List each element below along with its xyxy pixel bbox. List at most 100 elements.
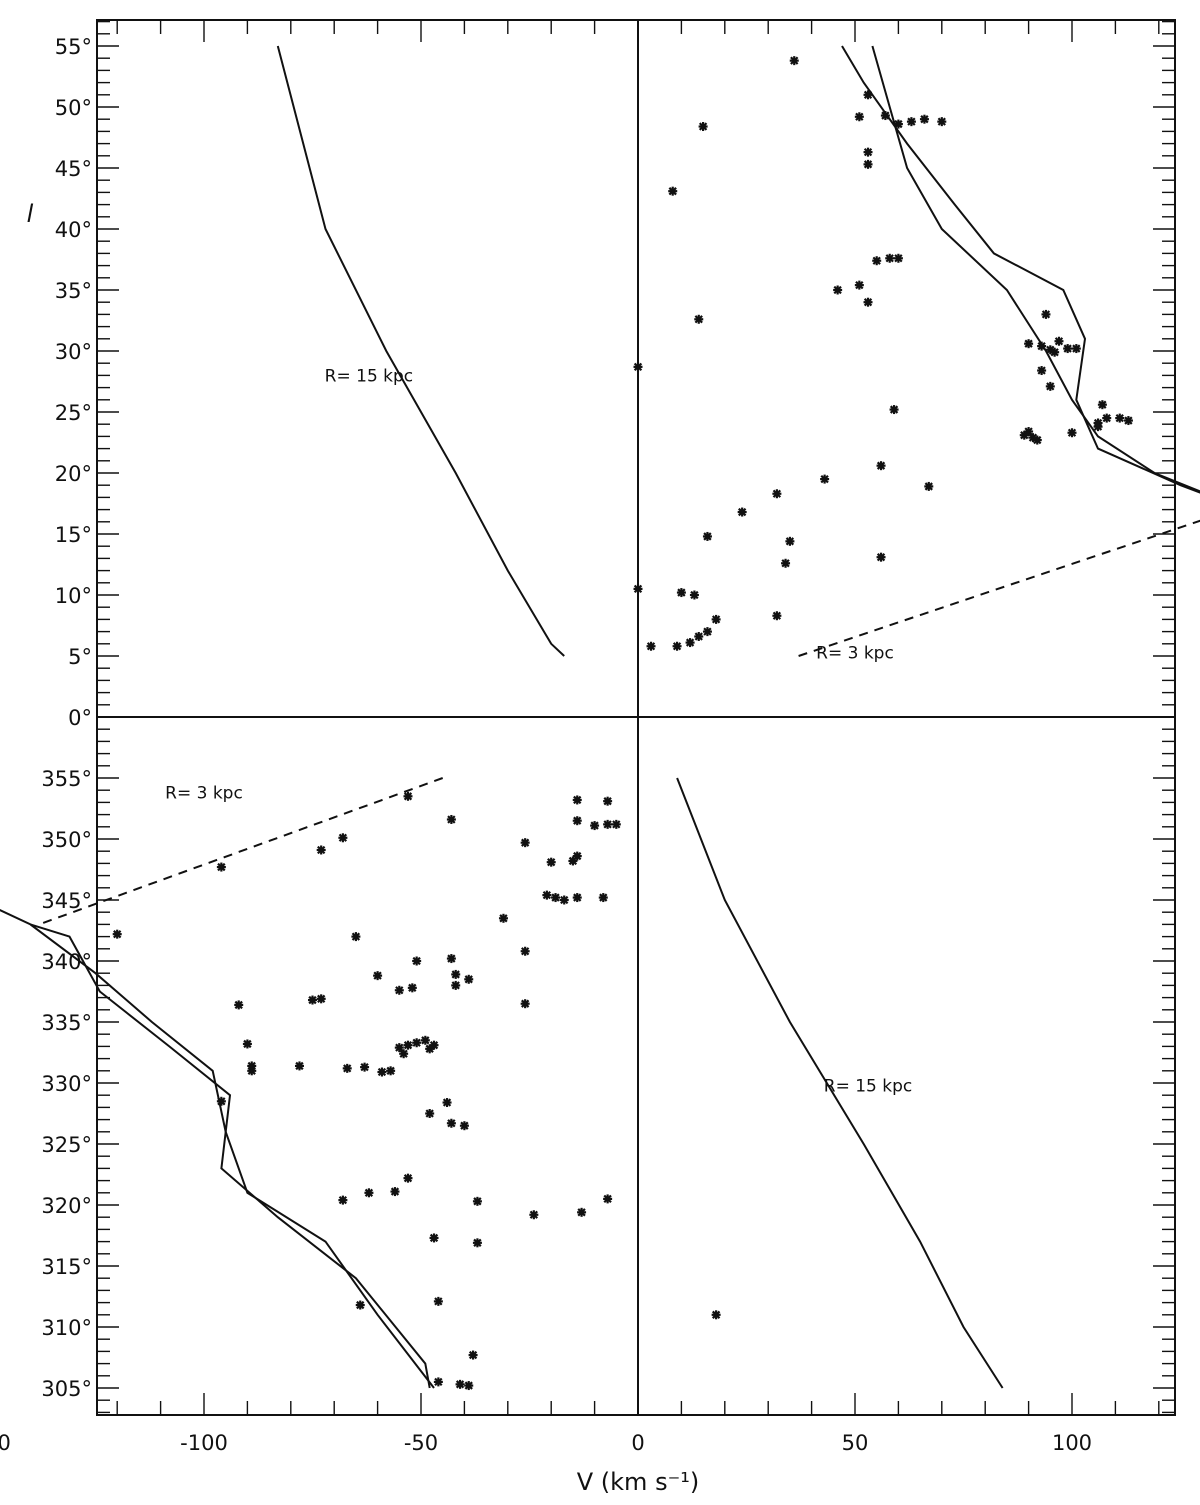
data-point bbox=[377, 1067, 387, 1077]
data-point bbox=[1054, 336, 1064, 346]
data-point bbox=[572, 795, 582, 805]
curve-observed-envelope bbox=[30, 923, 431, 1389]
y-tick-label: 330° bbox=[41, 1072, 92, 1096]
data-point bbox=[711, 614, 721, 624]
data-point bbox=[1037, 366, 1047, 376]
data-point bbox=[464, 1381, 474, 1391]
data-point bbox=[546, 857, 556, 867]
data-point bbox=[603, 819, 613, 829]
x-tick-label: -150 bbox=[0, 1431, 11, 1455]
data-point bbox=[577, 1207, 587, 1217]
y-tick-label: 335° bbox=[41, 1011, 92, 1035]
data-point bbox=[598, 893, 608, 903]
data-point bbox=[1115, 413, 1125, 423]
y-tick-label: 40° bbox=[55, 218, 92, 242]
y-tick-label: 5° bbox=[68, 645, 92, 669]
data-point bbox=[394, 1043, 404, 1053]
data-point bbox=[472, 1238, 482, 1248]
data-point bbox=[316, 994, 326, 1004]
curve-annotation: R= 15 kpc bbox=[325, 367, 413, 387]
data-point bbox=[425, 1044, 435, 1054]
data-point bbox=[112, 929, 122, 939]
data-point bbox=[472, 1196, 482, 1206]
curve-vt bbox=[0, 909, 435, 1389]
data-point bbox=[772, 611, 782, 621]
curve-vt bbox=[871, 45, 1200, 493]
data-point bbox=[689, 590, 699, 600]
data-point bbox=[234, 1000, 244, 1010]
data-point bbox=[451, 969, 461, 979]
data-point bbox=[247, 1066, 257, 1076]
data-point bbox=[876, 461, 886, 471]
data-point bbox=[551, 893, 561, 903]
data-point bbox=[906, 117, 916, 127]
data-point bbox=[1041, 309, 1051, 319]
data-point bbox=[1045, 381, 1055, 391]
data-point bbox=[672, 641, 682, 651]
x-tick-label: 100 bbox=[1052, 1431, 1092, 1455]
data-point bbox=[390, 1187, 400, 1197]
y-tick-label: 350° bbox=[41, 828, 92, 852]
data-point bbox=[919, 114, 929, 124]
data-point bbox=[242, 1039, 252, 1049]
x-tick-labels: -200-150-100-50050100150200 bbox=[0, 1431, 1092, 1455]
data-point bbox=[1037, 341, 1047, 351]
y-tick-label: 45° bbox=[55, 157, 92, 181]
plot-frame bbox=[96, 19, 1176, 1416]
data-point bbox=[863, 159, 873, 169]
data-point bbox=[698, 122, 708, 132]
data-point bbox=[446, 954, 456, 964]
x-tick-label: 50 bbox=[842, 1431, 869, 1455]
y-tick-label: 30° bbox=[55, 340, 92, 364]
data-point bbox=[772, 489, 782, 499]
data-point bbox=[1123, 416, 1133, 426]
data-point bbox=[893, 119, 903, 129]
tick-marks bbox=[97, 20, 1175, 1415]
data-point bbox=[429, 1233, 439, 1243]
data-point bbox=[863, 297, 873, 307]
data-point bbox=[633, 362, 643, 372]
data-point bbox=[694, 631, 704, 641]
y-tick-label: 20° bbox=[55, 462, 92, 486]
data-point bbox=[425, 1109, 435, 1118]
data-point bbox=[216, 1096, 226, 1106]
data-point bbox=[403, 1040, 413, 1050]
curve-r-3-kpc bbox=[38, 777, 444, 926]
data-point bbox=[676, 588, 686, 598]
data-point bbox=[1063, 344, 1073, 354]
data-point bbox=[603, 796, 613, 806]
data-point bbox=[520, 946, 530, 956]
data-point bbox=[308, 995, 317, 1005]
data-point bbox=[433, 1377, 443, 1387]
curve-annotation: R= 3 kpc bbox=[165, 784, 243, 804]
curve-r-3-kpc bbox=[798, 519, 1200, 657]
y-tick-label: 50° bbox=[55, 96, 92, 120]
data-point bbox=[403, 791, 413, 801]
data-point bbox=[889, 405, 899, 415]
x-tick-label: -50 bbox=[404, 1431, 438, 1455]
data-point bbox=[407, 983, 417, 993]
data-point bbox=[373, 971, 383, 981]
data-point bbox=[459, 1121, 469, 1131]
data-point bbox=[338, 1195, 348, 1205]
data-point bbox=[702, 531, 712, 541]
y-tick-label: 345° bbox=[41, 889, 92, 913]
data-point bbox=[820, 474, 830, 484]
data-point bbox=[590, 821, 600, 831]
data-point bbox=[216, 862, 226, 872]
data-point bbox=[351, 932, 361, 942]
data-point bbox=[893, 253, 903, 263]
data-point bbox=[542, 890, 552, 900]
data-point bbox=[455, 1379, 465, 1389]
curve-r-15-kpc bbox=[276, 45, 565, 657]
data-point bbox=[1097, 400, 1107, 410]
data-point bbox=[872, 256, 882, 266]
data-point bbox=[711, 1310, 721, 1320]
data-point bbox=[1093, 422, 1103, 432]
data-point bbox=[464, 974, 474, 984]
data-point bbox=[520, 999, 530, 1009]
data-point bbox=[1024, 427, 1034, 437]
data-point bbox=[412, 956, 422, 966]
data-point bbox=[294, 1061, 304, 1071]
